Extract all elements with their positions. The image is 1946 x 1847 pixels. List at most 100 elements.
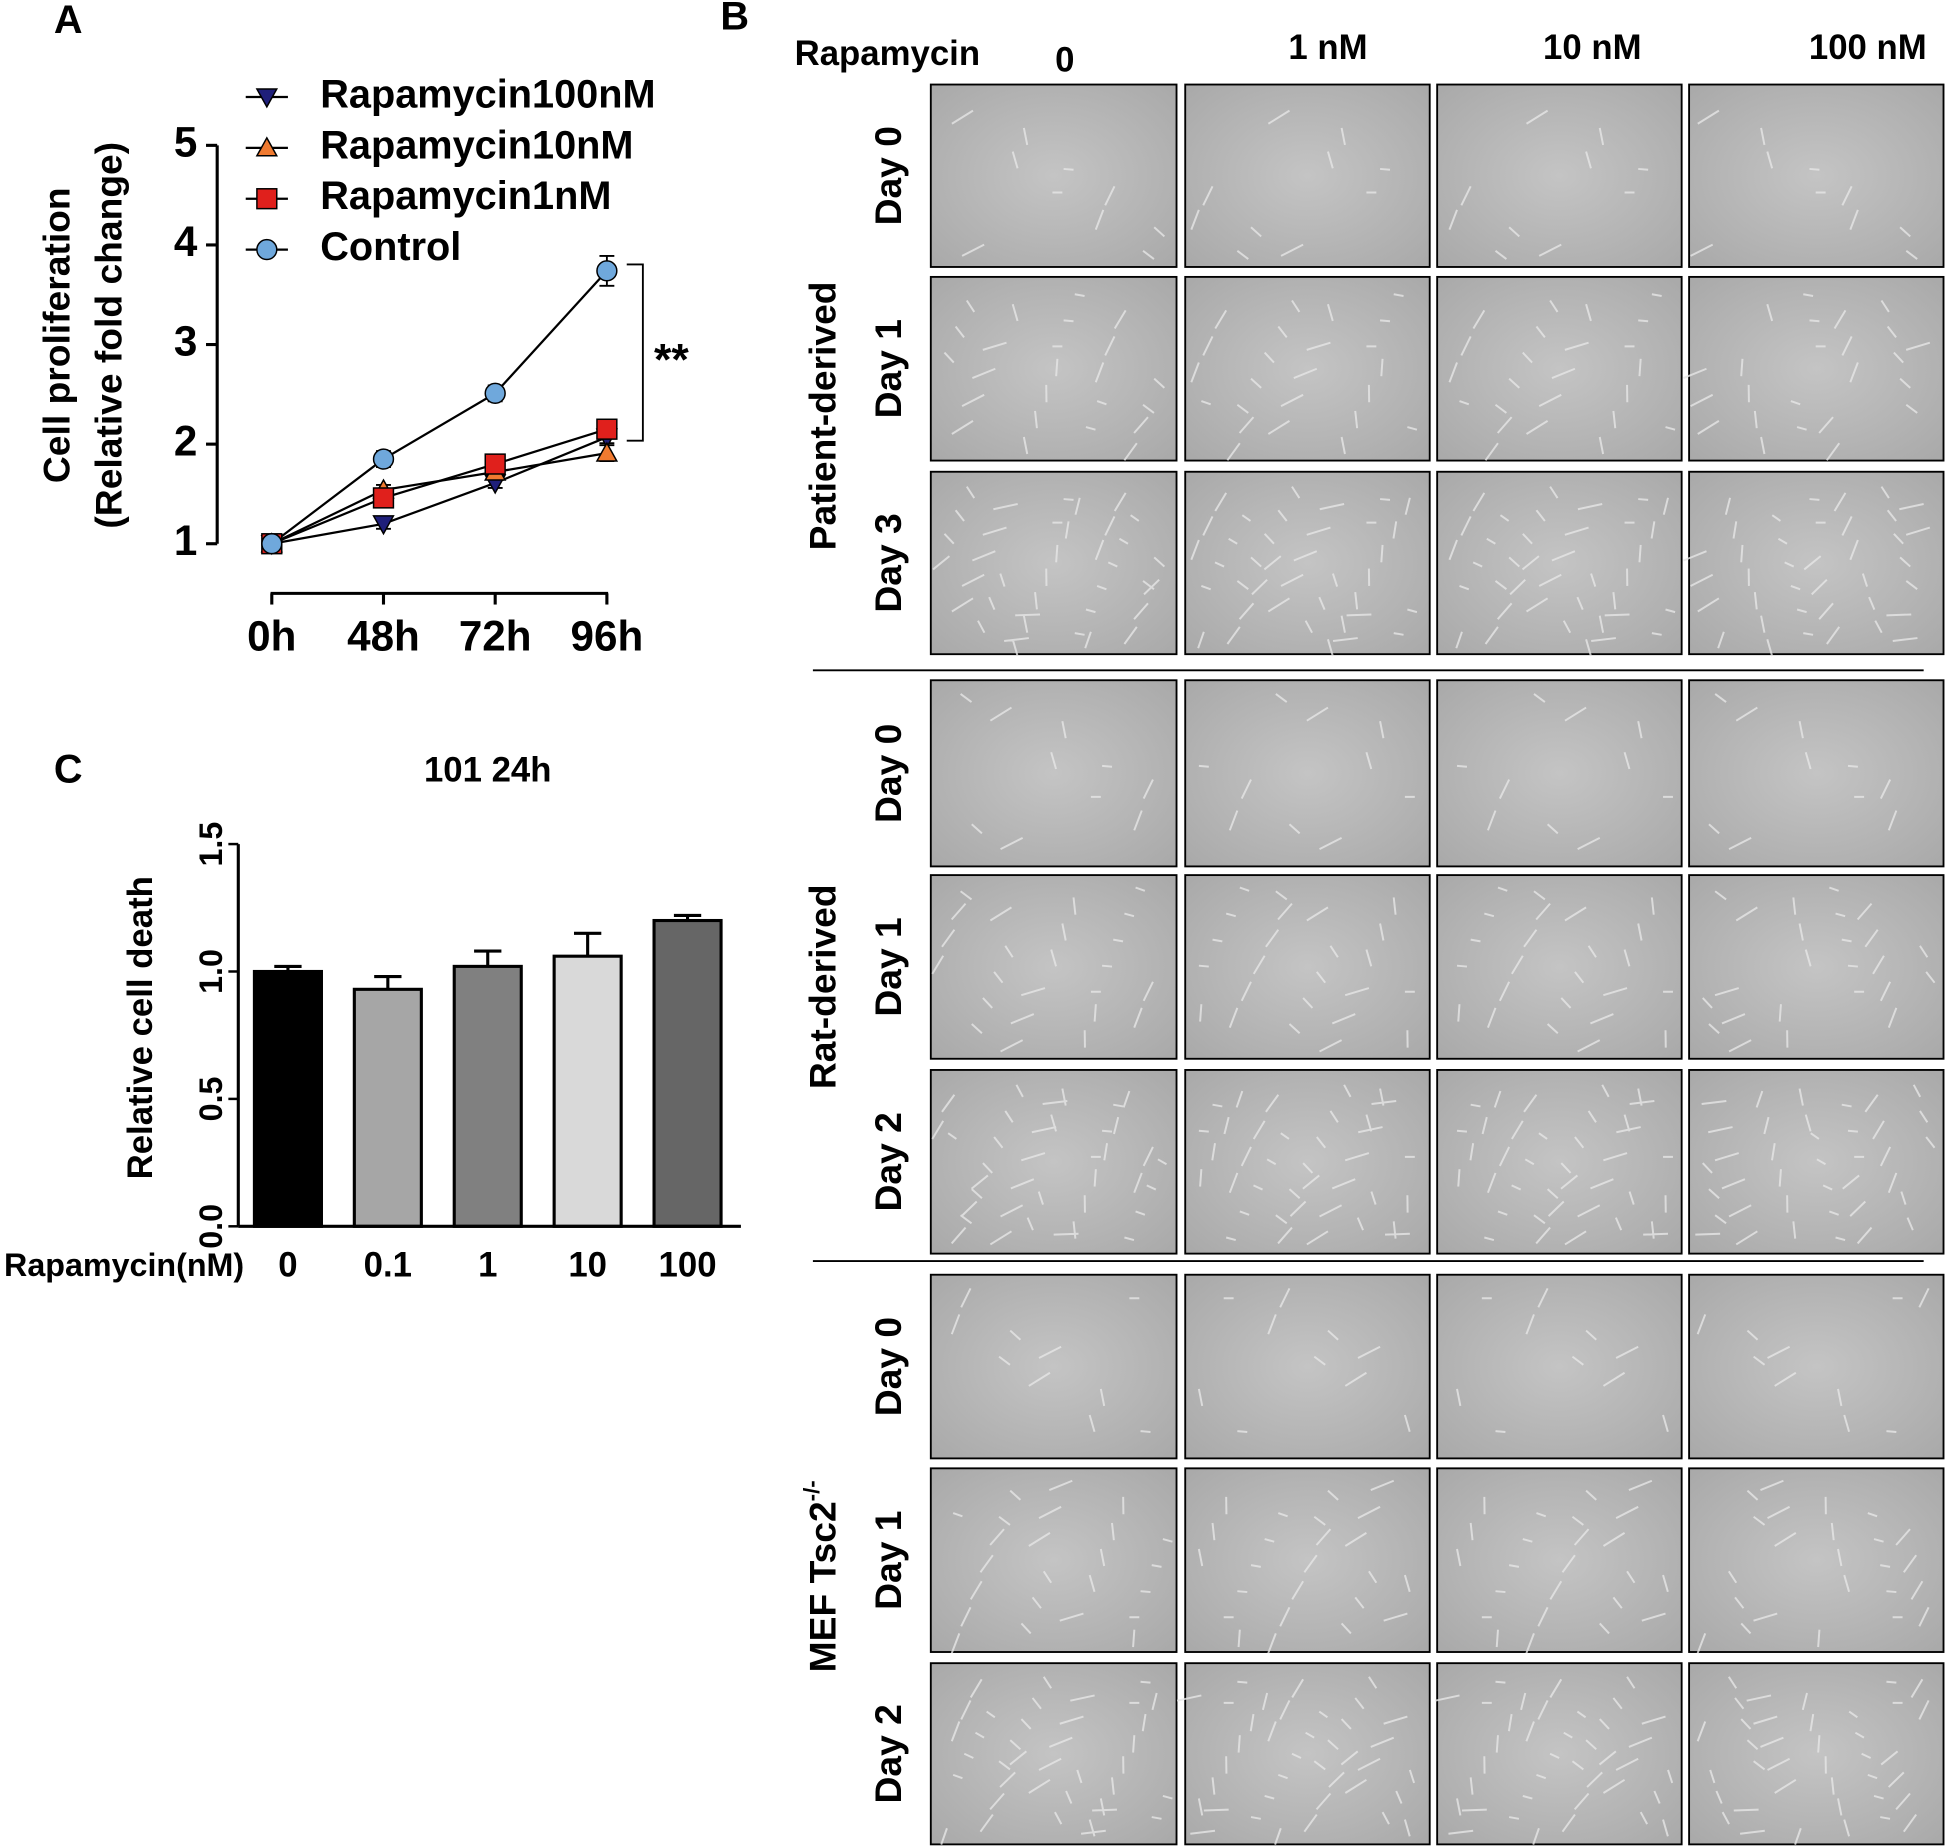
cell-texture <box>1197 1479 1411 1654</box>
group-label-text: MEF Tsc2 <box>801 1501 843 1672</box>
micrograph <box>929 275 1178 462</box>
x-tick-label: 48h <box>347 612 420 659</box>
marker <box>372 487 395 509</box>
micrograph <box>1436 1069 1683 1255</box>
micrograph <box>1688 1069 1945 1255</box>
series-line <box>271 451 608 545</box>
row-label: Day 0 <box>867 126 909 225</box>
micrograph <box>1436 83 1683 268</box>
cell-texture <box>1198 886 1415 1053</box>
micrograph <box>1184 679 1431 868</box>
marker <box>484 382 506 405</box>
marker <box>372 515 395 536</box>
micrograph <box>1436 1273 1683 1460</box>
x-tick-label: 10 <box>568 1246 607 1284</box>
micrograph <box>929 83 1178 268</box>
chart-title: 101 24h <box>424 751 552 789</box>
annotation: ** <box>654 335 689 384</box>
cell-texture <box>1695 1084 1936 1246</box>
group-label: MEF Tsc2-/- <box>799 1480 843 1672</box>
cell-texture <box>1190 109 1391 260</box>
cell-texture <box>1190 293 1418 461</box>
bar <box>552 954 623 1228</box>
cell-texture <box>1702 886 1936 1053</box>
y-tick-label: 1.5 <box>193 822 229 867</box>
row-label: Day 2 <box>867 1704 909 1803</box>
cell-texture <box>1198 1084 1415 1246</box>
micrograph <box>1688 275 1945 462</box>
x-tick-label: 1 <box>478 1246 497 1284</box>
micrograph <box>929 1467 1178 1653</box>
y-tick-label: 1 <box>174 517 197 564</box>
marker <box>596 260 618 282</box>
micrograph <box>1184 83 1431 268</box>
grid-header: Rapamycin <box>795 35 980 73</box>
y-axis-label: (Relative fold change) <box>88 142 130 529</box>
cell-texture <box>950 1287 1151 1433</box>
micrograph <box>929 470 1178 656</box>
significance-bracket <box>626 263 644 442</box>
x-tick-label: 72h <box>459 612 532 659</box>
cell-texture <box>1456 1287 1669 1433</box>
micrograph <box>1184 275 1431 462</box>
cell-texture <box>959 693 1154 851</box>
cell-texture <box>1708 693 1898 851</box>
bar <box>652 918 723 1228</box>
cell-texture <box>1434 1676 1674 1845</box>
cell-texture <box>1456 1084 1673 1246</box>
micrograph <box>929 874 1178 1060</box>
cell-texture <box>1456 1479 1669 1654</box>
cell-texture <box>1683 293 1931 461</box>
x-tick-label: 100 <box>659 1246 717 1284</box>
marker <box>255 88 279 109</box>
micrograph <box>1184 1069 1431 1255</box>
row-label: Day 1 <box>867 1511 909 1610</box>
cell-texture <box>1456 886 1673 1053</box>
cell-texture <box>1456 693 1673 851</box>
column-label: 10 nM <box>1543 29 1641 67</box>
group-label-text: Rat-derived <box>801 884 843 1089</box>
micrograph <box>1688 1467 1945 1653</box>
panel-label: A <box>54 0 83 42</box>
row-label: Day 2 <box>867 1112 909 1211</box>
bar <box>452 964 523 1228</box>
group-label-text: Patient-derived <box>801 281 843 550</box>
group-label-superscript: -/- <box>799 1480 824 1501</box>
x-tick-label: 0 <box>278 1246 297 1284</box>
cell-texture <box>1448 486 1676 657</box>
legend-label: Control <box>320 225 461 269</box>
y-tick-label: 0.5 <box>193 1076 229 1121</box>
column-label: 100 nM <box>1809 29 1927 67</box>
panel-label: C <box>54 748 83 792</box>
marker <box>372 448 395 470</box>
cell-texture <box>1696 1479 1930 1654</box>
row-label: Day 1 <box>867 319 909 418</box>
series-line <box>271 270 608 545</box>
micrograph <box>929 1069 1178 1255</box>
legend-label: Rapamycin100nM <box>320 72 655 116</box>
group-label: Rat-derived <box>801 884 843 1089</box>
bar <box>252 969 323 1228</box>
legend-label: Rapamycin1nM <box>320 174 611 218</box>
x-axis-label: Rapamycin(nM) <box>4 1247 244 1283</box>
cell-texture <box>932 486 1166 657</box>
micrograph <box>929 679 1178 868</box>
micrograph <box>929 1273 1178 1460</box>
cell-texture <box>1198 693 1415 851</box>
cell-texture <box>950 1479 1173 1654</box>
cell-texture <box>1683 486 1931 657</box>
group-label: Patient-derived <box>801 281 843 550</box>
micrograph <box>929 1662 1178 1846</box>
y-tick-label: 3 <box>174 318 197 365</box>
row-label: Day 0 <box>867 1317 909 1416</box>
y-tick-label: 4 <box>174 218 198 265</box>
row-label: Day 1 <box>867 917 909 1016</box>
legend-label: Rapamycin10nM <box>320 123 633 167</box>
cell-texture <box>931 886 1154 1053</box>
micrograph <box>1688 83 1945 268</box>
marker <box>261 533 283 555</box>
micrograph <box>1688 1273 1945 1460</box>
y-axis-label: Cell proliferation <box>35 187 77 483</box>
